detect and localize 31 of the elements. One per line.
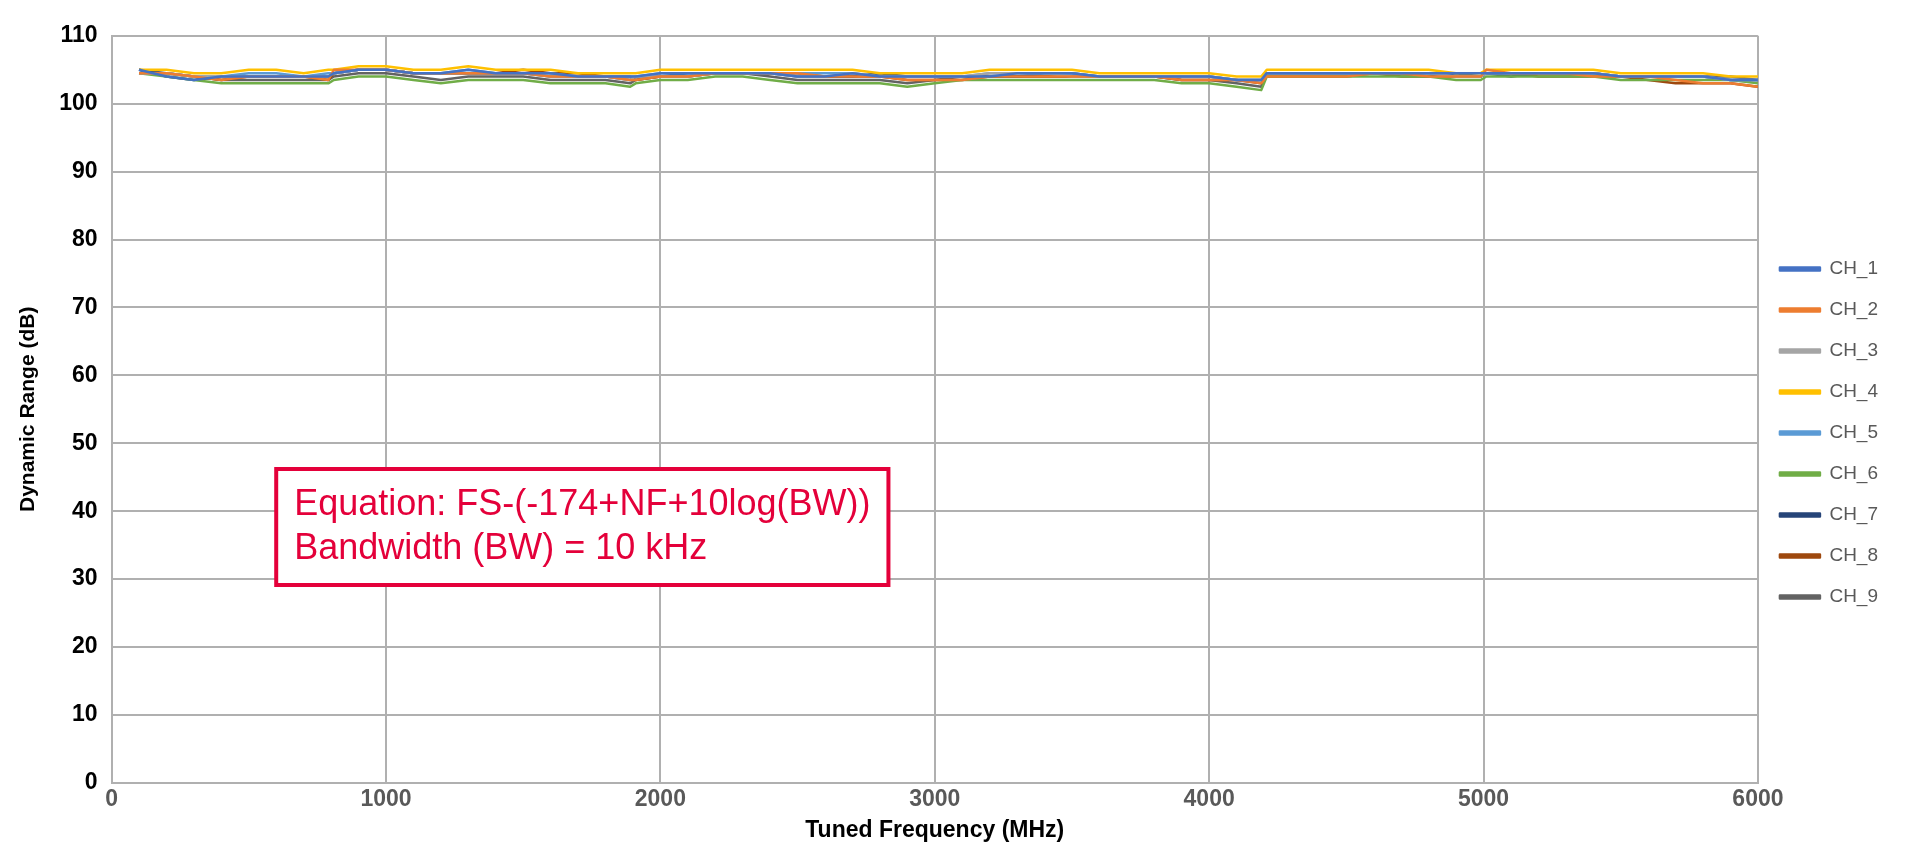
- y-tick-label: 10: [71, 700, 98, 727]
- x-axis-title: Tuned Frequency (MHz): [805, 815, 1065, 842]
- x-tick-label: 5000: [1457, 784, 1510, 811]
- x-tick-label: 6000: [1732, 784, 1784, 811]
- legend-label: CH_9: [1829, 585, 1878, 608]
- legend-label: CH_1: [1829, 257, 1878, 280]
- legend-label: CH_5: [1829, 421, 1878, 444]
- y-tick-label: 110: [60, 21, 98, 48]
- y-tick-label: 20: [71, 632, 98, 659]
- x-tick-label: 0: [105, 784, 118, 811]
- x-tick-label: 1000: [360, 784, 412, 811]
- y-tick-label: 60: [71, 360, 98, 387]
- x-tick-label: 2000: [634, 784, 686, 811]
- y-axis-title: Dynamic Range (dB): [15, 306, 39, 512]
- x-tick-label: 3000: [909, 784, 961, 811]
- y-tick-label: 70: [71, 292, 98, 319]
- y-tick-label: 30: [71, 564, 98, 591]
- legend-label: CH_8: [1829, 544, 1878, 567]
- annotation: Equation: FS-(-174+NF+10log(BW)): [294, 481, 871, 523]
- legend-label: CH_7: [1829, 503, 1878, 526]
- legend-label: CH_3: [1829, 339, 1878, 362]
- legend-label: CH_4: [1829, 380, 1879, 403]
- legend-label: CH_2: [1829, 298, 1878, 321]
- y-tick-label: 80: [71, 224, 98, 251]
- annotation: Bandwidth (BW) = 10 kHz: [294, 525, 708, 567]
- x-tick-label: 4000: [1183, 784, 1235, 811]
- y-tick-label: 50: [71, 428, 98, 455]
- y-tick-label: 90: [71, 156, 98, 183]
- legend-label: CH_6: [1829, 462, 1878, 485]
- y-tick-label: 40: [71, 496, 98, 523]
- y-tick-label: 100: [59, 89, 98, 116]
